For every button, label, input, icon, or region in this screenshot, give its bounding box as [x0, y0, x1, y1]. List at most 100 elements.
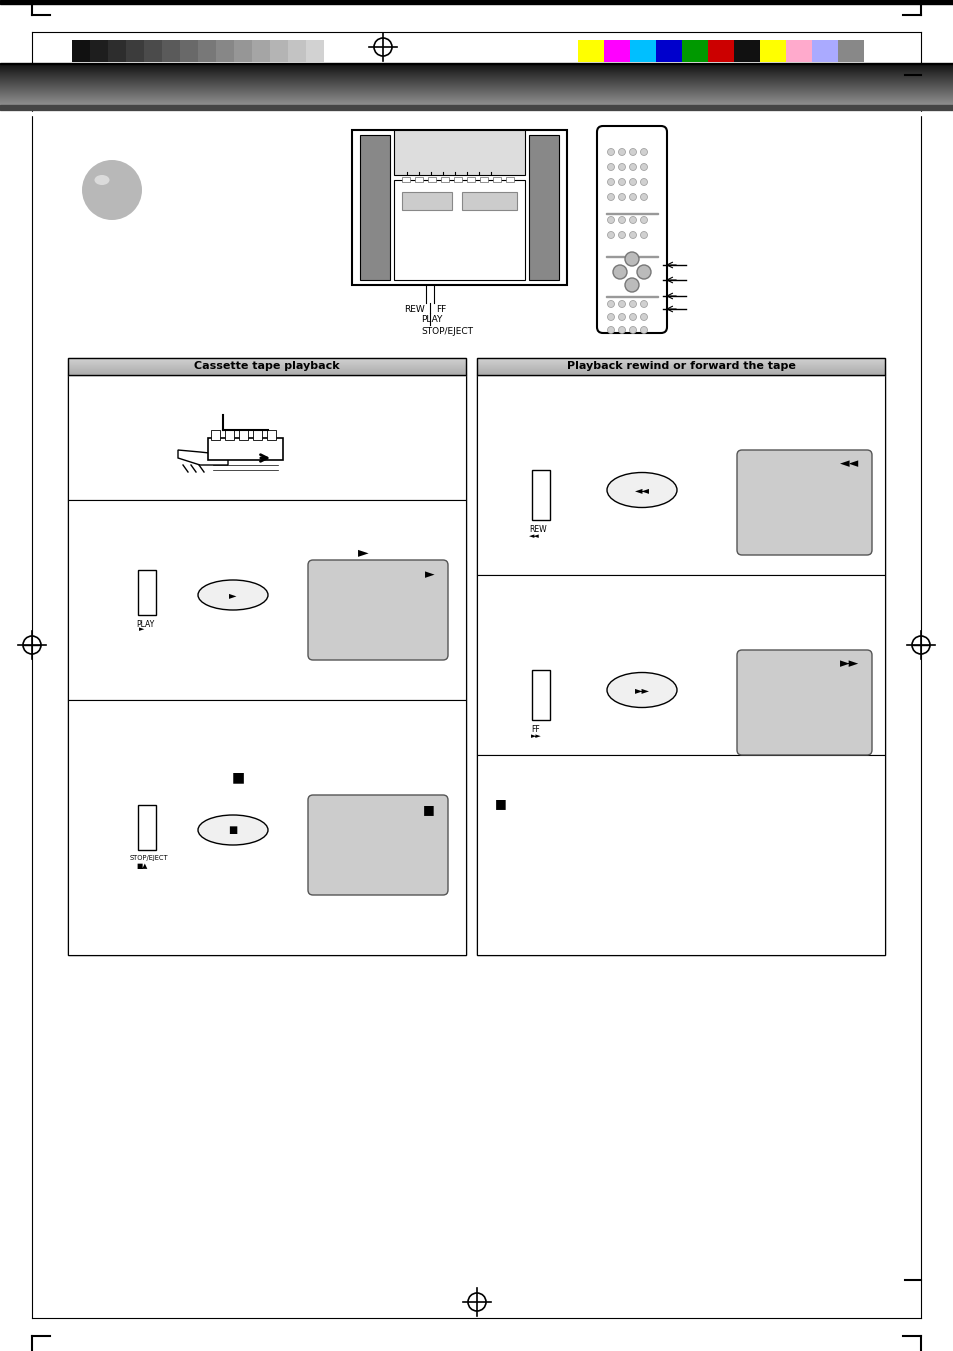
Bar: [578, 41, 603, 62]
Circle shape: [629, 300, 636, 308]
Bar: [267, 430, 275, 440]
Text: Playback rewind or forward the tape: Playback rewind or forward the tape: [566, 361, 795, 372]
Circle shape: [639, 149, 647, 155]
Text: ►: ►: [425, 567, 435, 581]
Text: REW: REW: [529, 526, 546, 534]
Text: ■: ■: [232, 770, 244, 784]
Bar: [629, 41, 656, 62]
Bar: [288, 41, 306, 62]
Text: ■: ■: [228, 825, 237, 835]
Bar: [138, 570, 156, 615]
Ellipse shape: [606, 473, 677, 508]
Text: ►►: ►►: [839, 657, 858, 670]
Bar: [476, 755, 884, 955]
Ellipse shape: [94, 176, 110, 185]
Circle shape: [607, 216, 614, 223]
Circle shape: [607, 231, 614, 239]
Circle shape: [629, 231, 636, 239]
Text: ◄◄: ◄◄: [634, 485, 649, 494]
Bar: [461, 192, 517, 209]
Circle shape: [607, 193, 614, 200]
Bar: [68, 358, 465, 376]
Circle shape: [607, 149, 614, 155]
Bar: [252, 41, 270, 62]
Bar: [68, 500, 465, 700]
Bar: [454, 177, 461, 182]
Text: Cassette tape playback: Cassette tape playback: [194, 361, 339, 372]
Circle shape: [624, 253, 639, 266]
Ellipse shape: [198, 815, 268, 844]
Text: ■: ■: [495, 797, 506, 811]
Bar: [144, 41, 162, 62]
Circle shape: [637, 265, 650, 280]
Text: ■▲: ■▲: [136, 863, 147, 869]
Bar: [239, 430, 248, 440]
Circle shape: [607, 300, 614, 308]
Bar: [837, 41, 863, 62]
Bar: [656, 41, 681, 62]
Circle shape: [629, 149, 636, 155]
Circle shape: [629, 178, 636, 185]
Text: REW: REW: [403, 305, 424, 313]
Circle shape: [618, 163, 625, 170]
Text: FF: FF: [531, 725, 539, 734]
Bar: [605, 212, 658, 213]
Bar: [208, 438, 283, 459]
Text: STOP/EJECT: STOP/EJECT: [420, 327, 473, 336]
Bar: [532, 670, 550, 720]
Circle shape: [639, 300, 647, 308]
Bar: [324, 41, 341, 62]
Circle shape: [607, 178, 614, 185]
Bar: [359, 135, 390, 280]
FancyBboxPatch shape: [597, 126, 666, 332]
Bar: [415, 177, 422, 182]
Bar: [476, 376, 884, 576]
Circle shape: [639, 313, 647, 320]
Text: PLAY: PLAY: [136, 620, 154, 630]
Bar: [476, 376, 884, 955]
Bar: [180, 41, 198, 62]
Text: ◄◄: ◄◄: [839, 457, 858, 470]
Circle shape: [618, 193, 625, 200]
Bar: [306, 41, 324, 62]
Bar: [225, 430, 233, 440]
Polygon shape: [178, 450, 228, 465]
Circle shape: [82, 159, 142, 220]
Text: ◄◄: ◄◄: [529, 534, 539, 539]
Bar: [0, 112, 953, 115]
Bar: [270, 41, 288, 62]
Bar: [440, 177, 449, 182]
Bar: [529, 135, 558, 280]
Bar: [733, 41, 760, 62]
Circle shape: [639, 216, 647, 223]
Bar: [0, 0, 953, 4]
Bar: [352, 130, 566, 285]
Circle shape: [607, 313, 614, 320]
Bar: [401, 192, 452, 209]
Circle shape: [607, 163, 614, 170]
Bar: [68, 376, 465, 500]
Bar: [603, 41, 629, 62]
Bar: [108, 41, 126, 62]
Circle shape: [639, 163, 647, 170]
Bar: [233, 41, 252, 62]
Ellipse shape: [102, 189, 128, 207]
Circle shape: [618, 313, 625, 320]
Circle shape: [629, 163, 636, 170]
Bar: [394, 180, 524, 280]
Bar: [605, 255, 658, 257]
Circle shape: [607, 327, 614, 334]
Bar: [90, 41, 108, 62]
Text: ►: ►: [229, 590, 236, 600]
Circle shape: [618, 327, 625, 334]
Circle shape: [629, 313, 636, 320]
Circle shape: [639, 231, 647, 239]
Circle shape: [618, 178, 625, 185]
Bar: [479, 177, 488, 182]
Bar: [253, 430, 262, 440]
Circle shape: [639, 193, 647, 200]
FancyBboxPatch shape: [737, 650, 871, 755]
Bar: [138, 805, 156, 850]
FancyBboxPatch shape: [308, 561, 448, 661]
Circle shape: [613, 265, 626, 280]
